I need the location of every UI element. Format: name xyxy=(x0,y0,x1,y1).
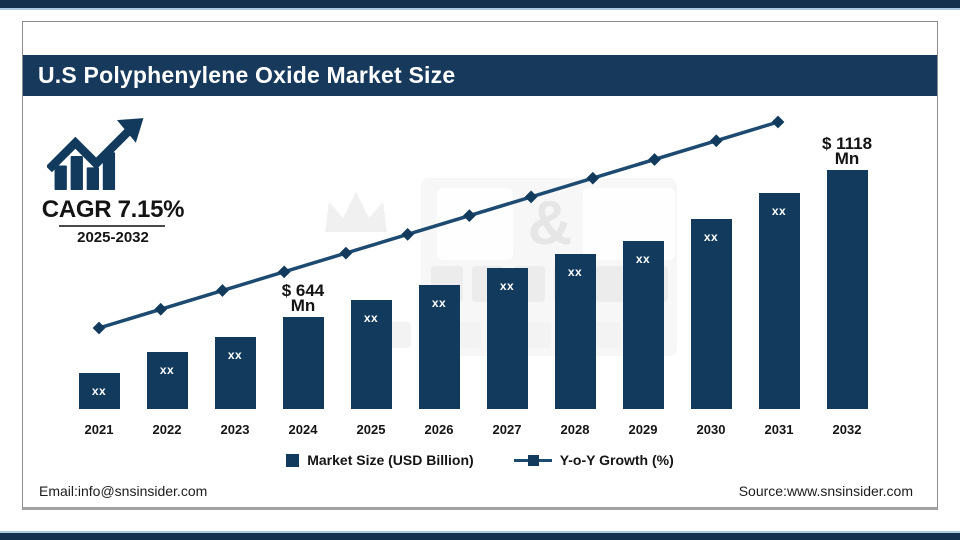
year-label-2021: 2021 xyxy=(84,422,114,437)
year-label-2028: 2028 xyxy=(560,422,590,437)
source-text: Source:www.snsinsider.com xyxy=(738,483,913,499)
line-marker xyxy=(524,190,538,204)
bar-2022: xx xyxy=(146,352,188,409)
line-marker xyxy=(709,134,723,148)
bar-annotation-2024: $ 644 Mn xyxy=(281,281,325,315)
line-marker-icon xyxy=(513,454,552,466)
contact-email: Email:info@snsinsider.com xyxy=(39,483,208,499)
line-marker xyxy=(586,171,600,185)
growth-line-series xyxy=(92,115,785,335)
bar-value-label: xx xyxy=(703,230,719,244)
legend-item-market-size: Market Size (USD Billion) xyxy=(286,452,474,468)
legend-label: Y-o-Y Growth (%) xyxy=(559,452,674,468)
bar-value-label: xx xyxy=(363,311,379,325)
line-marker xyxy=(339,246,353,260)
bar-2021: xx xyxy=(78,373,120,409)
legend: Market Size (USD Billion) Y-o-Y Growth (… xyxy=(23,452,937,468)
year-label-2032: 2032 xyxy=(832,422,862,437)
bar-2025: xx xyxy=(350,300,392,409)
year-label-2024: 2024 xyxy=(288,422,318,437)
year-label-2030: 2030 xyxy=(696,422,726,437)
line-marker xyxy=(154,302,168,316)
line-marker xyxy=(401,227,415,241)
growth-chart-icon xyxy=(47,118,144,191)
year-label-2025: 2025 xyxy=(356,422,386,437)
year-label-2023: 2023 xyxy=(220,422,250,437)
line-marker xyxy=(771,115,785,129)
line-marker xyxy=(648,153,661,166)
bar-2031: xx xyxy=(758,193,800,409)
line-marker xyxy=(92,321,106,335)
cagr-period: 2025-2032 xyxy=(77,229,149,246)
bottom-accent-line xyxy=(0,531,960,533)
bottom-brand-strip xyxy=(0,533,960,540)
year-label-2029: 2029 xyxy=(628,422,658,437)
bar-2023: xx xyxy=(214,337,256,409)
bar-2032 xyxy=(826,170,868,409)
cagr-underline xyxy=(59,225,165,227)
year-label-2031: 2031 xyxy=(764,422,794,437)
footer: Email:info@snsinsider.com Source:www.sns… xyxy=(39,483,913,499)
page-title: U.S Polyphenylene Oxide Market Size xyxy=(38,62,456,88)
line-marker xyxy=(462,209,476,223)
title-bar: U.S Polyphenylene Oxide Market Size xyxy=(23,55,937,96)
chart-panel: U.S Polyphenylene Oxide Market Size CAGR… xyxy=(22,21,938,510)
line-marker xyxy=(277,265,291,279)
legend-item-yoy-growth: Y-o-Y Growth (%) xyxy=(513,452,674,468)
bar-2024 xyxy=(282,317,324,409)
bar-value-label: xx xyxy=(227,348,243,362)
bar-value-label: xx xyxy=(91,384,107,398)
top-brand-strip xyxy=(0,0,960,8)
year-label-2027: 2027 xyxy=(492,422,522,437)
bar-2030: xx xyxy=(690,219,732,409)
year-label-2026: 2026 xyxy=(424,422,454,437)
bar-swatch-icon xyxy=(286,453,300,467)
line-marker xyxy=(216,284,229,297)
bar-value-label: xx xyxy=(159,363,175,377)
cagr-value: CAGR 7.15% xyxy=(41,196,185,223)
legend-label: Market Size (USD Billion) xyxy=(307,452,474,468)
top-accent-line xyxy=(0,8,960,10)
bar-value-label: xx xyxy=(771,204,787,218)
bar-annotation-2032: $ 1118 Mn xyxy=(821,134,873,168)
year-label-2022: 2022 xyxy=(152,422,182,437)
